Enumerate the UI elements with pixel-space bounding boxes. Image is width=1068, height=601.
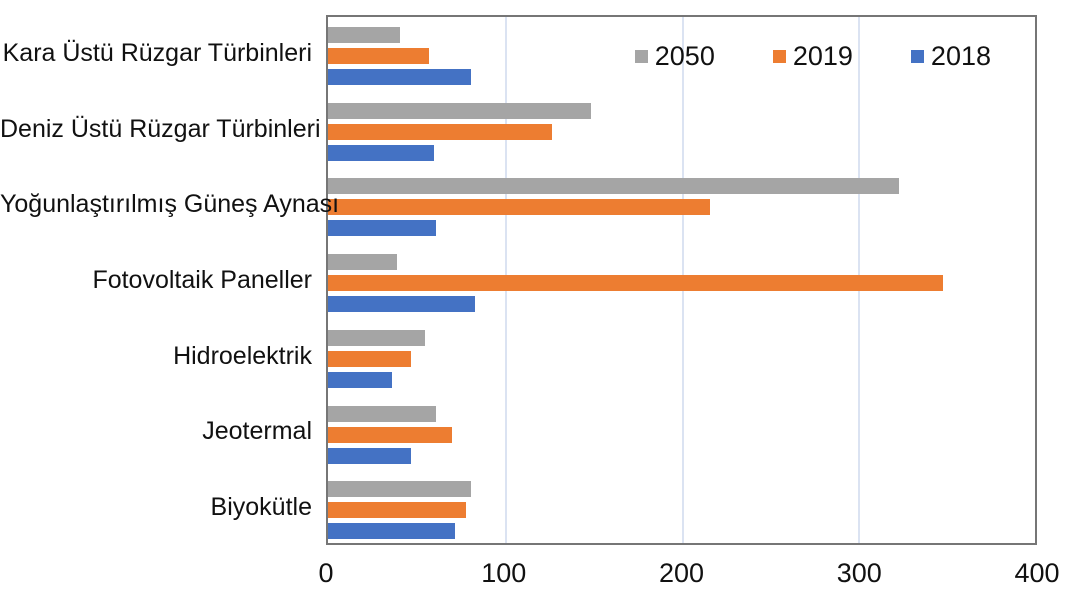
category-label-5: Hidroelektrik bbox=[173, 341, 312, 370]
bar-2019-1 bbox=[328, 48, 429, 64]
bar-2019-3 bbox=[328, 199, 710, 216]
bar-2050-6 bbox=[328, 405, 436, 422]
x-tick-0: 0 bbox=[318, 558, 334, 588]
bar-group-3 bbox=[328, 168, 1035, 244]
legend-swatch-2050 bbox=[634, 50, 648, 63]
bar-2018-7 bbox=[328, 523, 456, 540]
bar-group-1 bbox=[328, 17, 1035, 93]
bar-group-6 bbox=[328, 396, 1035, 472]
bar-2019-6 bbox=[328, 426, 452, 443]
bar-2019-4 bbox=[328, 275, 944, 292]
legend-swatch-2018 bbox=[910, 50, 924, 63]
legend-item-2050: 2050 bbox=[634, 41, 715, 72]
legend-item-2018: 2018 bbox=[910, 41, 991, 72]
bar-2050-7 bbox=[328, 481, 472, 498]
bar-2018-2 bbox=[328, 144, 435, 161]
bar-2018-6 bbox=[328, 447, 412, 464]
bar-group-7 bbox=[328, 471, 1035, 547]
category-label-2: Deniz Üstü Rüzgar Türbinleri bbox=[0, 114, 321, 143]
legend-item-2019: 2019 bbox=[772, 41, 853, 72]
category-label-3: Yoğunlaştırılmış Güneş Aynası bbox=[0, 190, 340, 219]
bar-group-2 bbox=[328, 93, 1035, 169]
legend-swatch-2019 bbox=[772, 50, 786, 63]
category-label-4: Fotovoltaik Paneller bbox=[92, 266, 312, 294]
category-label-1: Kara Üstü Rüzgar Türbinleri bbox=[2, 38, 312, 67]
legend-label-2018: 2018 bbox=[930, 41, 991, 71]
bar-2050-3 bbox=[328, 178, 899, 195]
bar-2018-4 bbox=[328, 296, 475, 313]
legend-label-2050: 2050 bbox=[654, 41, 715, 71]
bar-2050-1 bbox=[328, 27, 401, 43]
x-tick-100: 100 bbox=[481, 558, 527, 588]
bar-group-4 bbox=[328, 244, 1035, 320]
bar-2019-7 bbox=[328, 502, 466, 519]
bar-2050-2 bbox=[328, 102, 592, 119]
plot-area: 2050 2019 2018 bbox=[326, 15, 1037, 545]
x-tick-200: 200 bbox=[658, 558, 705, 588]
category-label-7: Biyokütle bbox=[210, 493, 312, 522]
bar-2018-5 bbox=[328, 371, 392, 388]
legend-label-2019: 2019 bbox=[792, 41, 853, 71]
bar-group-5 bbox=[328, 320, 1035, 396]
category-label-6: Jeotermal bbox=[202, 417, 312, 446]
bar-2050-5 bbox=[328, 329, 426, 346]
x-tick-300: 300 bbox=[836, 558, 882, 588]
bar-2019-5 bbox=[328, 350, 412, 367]
x-tick-400: 400 bbox=[1014, 558, 1060, 588]
bar-2018-1 bbox=[328, 69, 472, 85]
bar-2050-4 bbox=[328, 254, 397, 271]
legend: 2050 2019 2018 bbox=[634, 41, 991, 72]
bar-2019-2 bbox=[328, 123, 553, 140]
bar-2018-3 bbox=[328, 220, 436, 237]
